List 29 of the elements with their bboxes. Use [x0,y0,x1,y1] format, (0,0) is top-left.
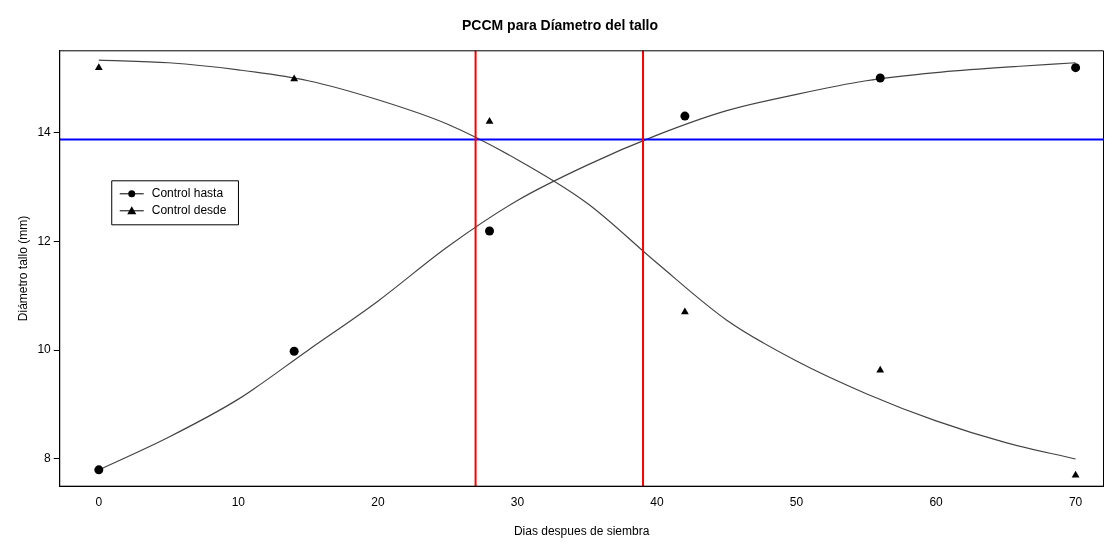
point [94,63,103,70]
point [290,74,299,82]
point [875,73,885,83]
x-tick-label: 50 [789,494,804,509]
point [680,111,690,121]
point [1071,63,1081,73]
x-tick-label: 60 [929,494,944,509]
point [94,465,104,475]
point [876,365,885,373]
y-tick-label: 10 [37,342,52,357]
x-tick-label: 20 [371,494,385,509]
legend-label: Control desde [151,203,227,218]
y-axis-title: Diámetro tallo (mm) [15,215,30,322]
point [1071,470,1080,478]
y-tick-label: 12 [37,233,52,248]
chart-title: PCCM para Díametro del tallo [461,17,659,34]
point [485,117,494,124]
y-tick-label: 14 [37,124,52,139]
x-tick-label: 10 [231,494,246,509]
point [289,346,299,356]
x-tick-label: 70 [1068,494,1083,509]
x-tick-label: 30 [510,494,525,509]
legend-label: Control hasta [151,186,224,201]
point [485,226,495,236]
x-tick-label: 0 [95,494,103,509]
point [680,307,689,315]
x-axis-title: Dias despues de siembra [513,524,650,539]
x-tick-label: 40 [650,494,664,509]
y-tick-label: 8 [44,451,52,466]
